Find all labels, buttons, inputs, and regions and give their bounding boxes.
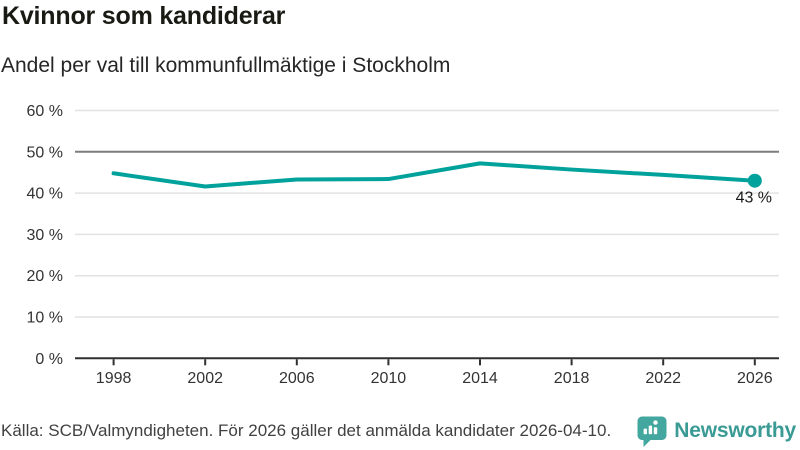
line-chart-canvas: 0 % 10 % 20 % 30 % 40 % 50 % 60 % 1998 2002 2006 2… [27,103,779,387]
end-point-label: 43 % [736,190,772,207]
end-point-marker [747,173,762,188]
y-axis-label: 60 % [27,103,63,120]
x-axis-label: 2014 [462,370,498,387]
line-chart: 0 % 10 % 20 % 30 % 40 % 50 % 60 % 1998 2002 2006 2… [27,103,779,387]
y-axis-label: 30 % [27,227,63,244]
chart-footer: Källa: SCB/Valmyndigheten. För 2026 gäll… [1,414,796,448]
page-title: Kvinnor som kandiderar [2,2,286,30]
source-note: Källa: SCB/Valmyndigheten. För 2026 gäll… [1,421,612,440]
y-axis-label: 40 % [27,186,63,203]
x-axis-label: 2002 [187,370,223,387]
x-axis-label: 2010 [371,370,407,387]
x-axis-label: 2026 [737,370,773,387]
x-axis-label: 1998 [96,370,132,387]
y-axis-label: 10 % [27,310,63,327]
data-line [111,161,757,189]
y-axis-label: 0 % [35,351,63,368]
chart-subtitle: Andel per val till kommunfullmäktige i S… [1,54,451,77]
y-axis-label: 20 % [27,268,63,285]
newsworthy-wordmark: Newsworthy [674,419,796,442]
y-axis-label: 50 % [27,144,63,161]
x-axis-label: 2018 [554,370,590,387]
x-axis-label: 2022 [645,370,681,387]
x-axis-label: 2006 [279,370,315,387]
newsworthy-logo-icon [637,416,667,447]
newsworthy-brand: Newsworthy [637,416,796,447]
